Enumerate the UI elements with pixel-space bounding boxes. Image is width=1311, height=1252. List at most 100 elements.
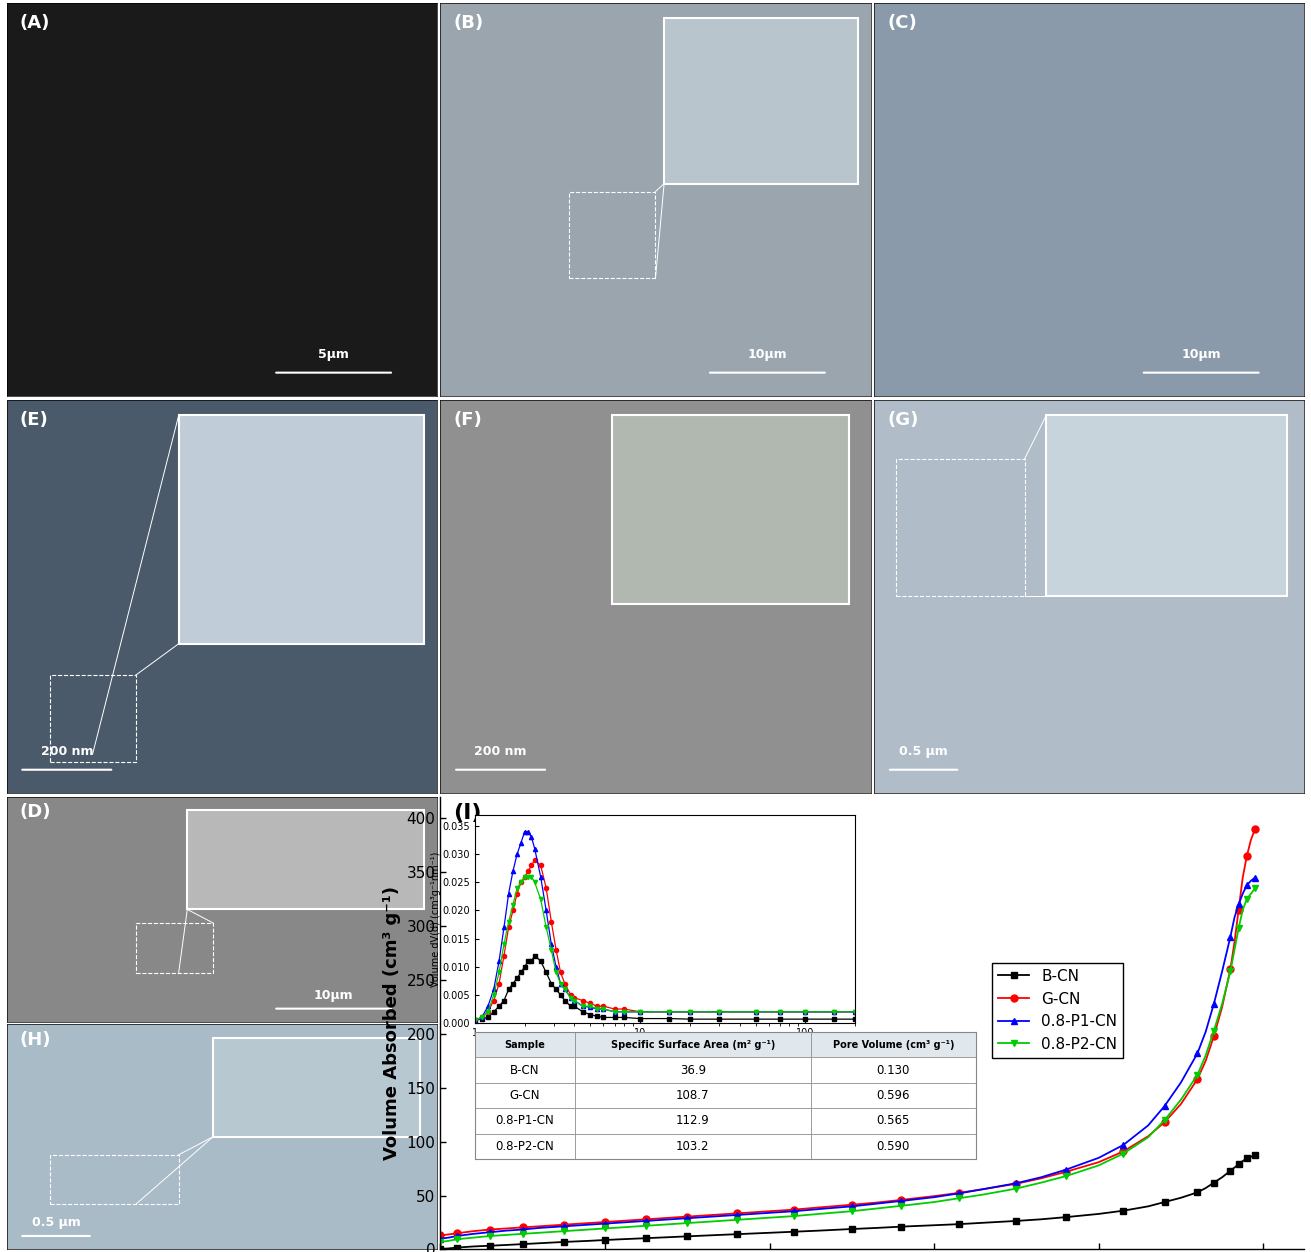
G-CN xyxy=(498,1221,514,1236)
Text: (F): (F) xyxy=(454,412,482,429)
G-CN xyxy=(950,1186,966,1201)
0.8-P2-CN xyxy=(1189,1067,1205,1082)
G-CN xyxy=(1198,1053,1214,1068)
Text: 0.5 μm: 0.5 μm xyxy=(899,745,948,757)
G-CN xyxy=(1247,821,1262,836)
Line: 0.8-P1-CN: 0.8-P1-CN xyxy=(437,874,1259,1242)
0.8-P1-CN xyxy=(975,1182,991,1197)
0.8-P1-CN xyxy=(1214,964,1230,979)
Text: 10μm: 10μm xyxy=(747,348,787,361)
0.8-P2-CN xyxy=(440,1233,456,1248)
G-CN xyxy=(893,1192,909,1207)
0.8-P1-CN xyxy=(482,1224,498,1239)
0.8-P1-CN xyxy=(1033,1169,1049,1184)
0.8-P1-CN xyxy=(1198,1024,1214,1039)
0.8-P2-CN xyxy=(1033,1176,1049,1191)
0.8-P2-CN xyxy=(638,1218,654,1233)
B-CN xyxy=(465,1239,481,1252)
G-CN xyxy=(433,1228,448,1243)
0.8-P2-CN xyxy=(531,1226,547,1241)
Text: 10μm: 10μm xyxy=(313,989,354,1002)
B-CN xyxy=(1247,1148,1262,1163)
B-CN xyxy=(1189,1184,1205,1199)
G-CN xyxy=(515,1219,531,1234)
B-CN xyxy=(1214,1169,1230,1184)
B-CN xyxy=(1033,1212,1049,1227)
0.8-P2-CN xyxy=(812,1207,827,1222)
0.8-P1-CN xyxy=(1189,1045,1205,1060)
G-CN xyxy=(729,1206,745,1221)
G-CN xyxy=(812,1199,827,1214)
0.8-P1-CN xyxy=(597,1216,612,1231)
Text: 200 nm: 200 nm xyxy=(475,745,527,757)
0.8-P2-CN xyxy=(729,1212,745,1227)
0.8-P1-CN xyxy=(1173,1075,1189,1090)
0.8-P1-CN xyxy=(762,1206,777,1221)
G-CN xyxy=(1033,1171,1049,1186)
0.8-P1-CN xyxy=(787,1203,802,1218)
0.8-P2-CN xyxy=(1231,920,1247,935)
B-CN xyxy=(440,1241,456,1252)
G-CN xyxy=(927,1188,943,1203)
Y-axis label: Volume Absorbed (cm³ g⁻¹): Volume Absorbed (cm³ g⁻¹) xyxy=(383,886,401,1161)
G-CN xyxy=(1206,1028,1222,1043)
G-CN xyxy=(1173,1097,1189,1112)
B-CN xyxy=(1156,1194,1172,1209)
G-CN xyxy=(1116,1144,1131,1159)
Text: (G): (G) xyxy=(888,412,919,429)
B-CN xyxy=(482,1238,498,1252)
0.8-P1-CN xyxy=(515,1222,531,1237)
0.8-P2-CN xyxy=(869,1201,885,1216)
B-CN xyxy=(556,1234,572,1249)
0.8-P2-CN xyxy=(1227,943,1243,958)
0.8-P2-CN xyxy=(1091,1158,1106,1173)
G-CN xyxy=(869,1196,885,1211)
0.8-P1-CN xyxy=(950,1186,966,1201)
0.8-P1-CN xyxy=(1231,896,1247,911)
0.8-P2-CN xyxy=(1156,1113,1172,1128)
G-CN xyxy=(975,1182,991,1197)
G-CN xyxy=(704,1207,720,1222)
0.8-P1-CN xyxy=(1247,870,1262,885)
B-CN xyxy=(638,1231,654,1246)
B-CN xyxy=(1141,1199,1156,1214)
B-CN xyxy=(1227,1161,1243,1176)
0.8-P1-CN xyxy=(1141,1118,1156,1133)
B-CN xyxy=(1243,1149,1259,1164)
0.8-P2-CN xyxy=(498,1227,514,1242)
0.8-P1-CN xyxy=(465,1227,481,1242)
Text: 10μm: 10μm xyxy=(1181,348,1221,361)
0.8-P1-CN xyxy=(531,1221,547,1236)
Line: 0.8-P2-CN: 0.8-P2-CN xyxy=(437,885,1259,1246)
G-CN xyxy=(762,1203,777,1218)
0.8-P2-CN xyxy=(927,1194,943,1209)
G-CN xyxy=(1214,999,1230,1014)
G-CN xyxy=(663,1211,679,1226)
0.8-P2-CN xyxy=(556,1223,572,1238)
B-CN xyxy=(927,1218,943,1233)
0.8-P2-CN xyxy=(844,1203,860,1218)
0.8-P2-CN xyxy=(597,1221,612,1236)
B-CN xyxy=(975,1216,991,1231)
Legend: B-CN, G-CN, 0.8-P1-CN, 0.8-P2-CN: B-CN, G-CN, 0.8-P1-CN, 0.8-P2-CN xyxy=(992,963,1124,1058)
B-CN xyxy=(1116,1203,1131,1218)
0.8-P2-CN xyxy=(663,1217,679,1232)
B-CN xyxy=(1091,1207,1106,1222)
G-CN xyxy=(1189,1072,1205,1087)
G-CN xyxy=(1223,962,1239,977)
B-CN xyxy=(679,1228,695,1243)
0.8-P2-CN xyxy=(433,1234,448,1249)
G-CN xyxy=(1243,833,1259,848)
B-CN xyxy=(1235,1153,1251,1168)
0.8-P1-CN xyxy=(1156,1098,1172,1113)
B-CN xyxy=(1223,1163,1239,1178)
Text: (E): (E) xyxy=(20,412,49,429)
G-CN xyxy=(1156,1114,1172,1129)
G-CN xyxy=(581,1216,597,1231)
Line: G-CN: G-CN xyxy=(437,825,1259,1239)
G-CN xyxy=(556,1217,572,1232)
G-CN xyxy=(638,1212,654,1227)
0.8-P2-CN xyxy=(1141,1129,1156,1144)
0.8-P1-CN xyxy=(893,1193,909,1208)
0.8-P2-CN xyxy=(1058,1168,1074,1183)
